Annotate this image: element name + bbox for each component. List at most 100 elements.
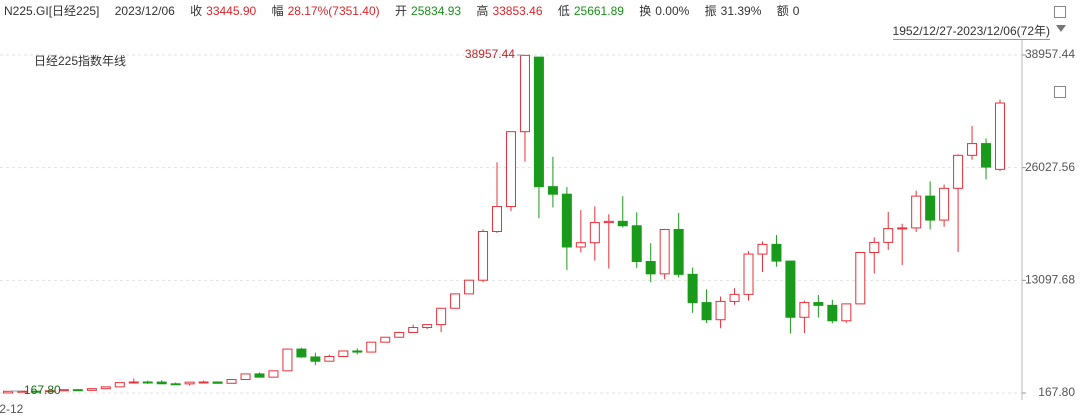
candle-body: [58, 389, 69, 392]
settings-icon[interactable]: [1054, 6, 1066, 18]
candle-body: [869, 241, 880, 254]
candle-body: [659, 228, 670, 275]
candle-body: [198, 381, 209, 384]
value: 31.39%: [720, 4, 762, 18]
candle-body: [883, 228, 894, 243]
symbol: N225.GI[日经225]: [4, 4, 100, 18]
candle-body: [282, 348, 293, 372]
candle-body: [44, 390, 55, 393]
candle-body: [408, 327, 419, 333]
candle-body: [30, 390, 41, 393]
candle-body: [338, 350, 349, 357]
candle-body: [310, 356, 321, 362]
label: 换: [639, 4, 652, 18]
candle-body: [771, 243, 782, 262]
candle-body: [156, 381, 167, 385]
label: 振: [704, 4, 717, 18]
candle-body: [953, 154, 964, 189]
candle-body: [114, 382, 125, 388]
candle-body: [366, 341, 377, 353]
candle-body: [519, 54, 530, 133]
value: 25661.89: [573, 4, 624, 18]
label: 高: [476, 4, 489, 18]
candle-body: [757, 243, 768, 255]
candle-body: [394, 331, 405, 338]
y-tick-label: 13097.68: [1025, 273, 1075, 287]
candle-body: [715, 300, 726, 321]
panel-icon[interactable]: [1054, 86, 1066, 98]
candle-body: [254, 373, 265, 378]
candle-body: [841, 303, 852, 322]
candle-body: [505, 131, 516, 208]
candle-body: [464, 279, 475, 295]
value: 28.17%(7351.40): [287, 4, 380, 18]
candle-body: [855, 252, 866, 305]
candle-body: [575, 242, 586, 248]
candle-body: [296, 348, 307, 358]
candle-body: [673, 228, 684, 275]
y-tick-label: 38957.44: [1025, 47, 1075, 61]
candle-body: [743, 253, 754, 295]
y-tick-label: 26027.56: [1025, 160, 1075, 174]
candle-body: [170, 383, 181, 386]
candle-body: [561, 193, 572, 248]
value: 33853.46: [492, 4, 543, 18]
candle-body: [981, 143, 992, 168]
candle-body: [324, 355, 335, 362]
candle-body: [212, 381, 223, 384]
candle-body: [701, 302, 712, 321]
candle-body: [422, 324, 433, 329]
min-annotation: 167.80: [24, 383, 61, 397]
candle-body: [100, 386, 111, 390]
candle-body: [631, 225, 642, 263]
candle-body: [785, 260, 796, 318]
chart-title: 日经225指数年线: [34, 53, 126, 68]
candle-body: [478, 231, 489, 281]
candle-body: [995, 102, 1005, 170]
candle-body: [603, 220, 614, 224]
value: 0.00%: [655, 4, 690, 18]
label: 收: [190, 4, 203, 18]
candle-body: [813, 302, 824, 306]
candle-body: [3, 390, 13, 394]
label: 开: [395, 4, 408, 18]
candle-body: [897, 227, 908, 230]
candle-body: [645, 261, 656, 275]
candle-body: [184, 381, 195, 385]
candle-body: [492, 206, 503, 233]
candle-body: [533, 56, 544, 188]
candle-body: [226, 379, 237, 384]
max-annotation: 38957.44: [465, 47, 515, 61]
candle-body: [925, 195, 936, 221]
dropdown-caret[interactable]: [1056, 25, 1066, 32]
candle-body: [86, 388, 97, 391]
candle-body: [687, 273, 698, 304]
candle-body: [547, 186, 558, 195]
candle-body: [128, 381, 139, 384]
quote-header: N225.GI[日经225] 2023/12/06 收 33445.90 幅 28.…: [4, 2, 803, 19]
value: 25834.93: [411, 4, 462, 18]
label: 额: [776, 4, 789, 18]
candle-body: [268, 370, 279, 378]
candle-body: [799, 302, 810, 318]
candle-body: [142, 381, 153, 384]
date-range[interactable]: 1952/12/27-2023/12/06(72年): [892, 24, 1050, 40]
candle-body: [617, 220, 628, 227]
candle-body: [240, 373, 251, 381]
candle-body: [911, 195, 922, 229]
candle-body: [967, 143, 978, 156]
label: 幅: [271, 4, 284, 18]
candle-body: [589, 222, 600, 244]
candle-body: [436, 307, 447, 326]
candle-body: [450, 293, 461, 309]
date: 2023/12/06: [114, 4, 175, 18]
y-tick-label: 167.80: [1038, 385, 1075, 399]
candle-body: [939, 187, 950, 221]
candle-body: [729, 293, 740, 302]
candle-body: [352, 350, 363, 353]
label: 低: [557, 4, 570, 18]
candle-body: [72, 389, 83, 392]
candle-body: [380, 336, 391, 343]
